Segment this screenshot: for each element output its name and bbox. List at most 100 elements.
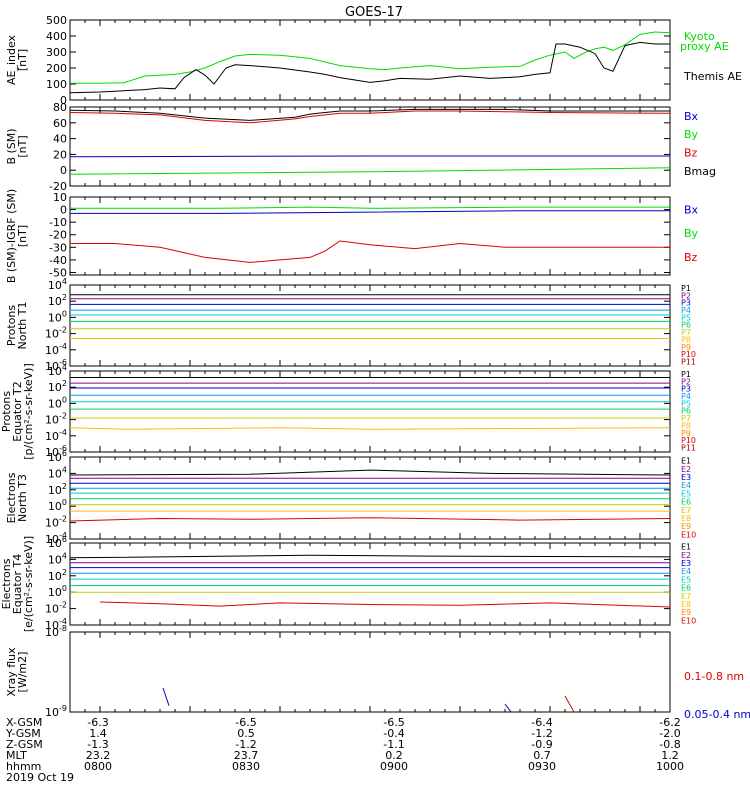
y-tick-label: 106 [48,535,67,550]
y-tick-label: 500 [46,14,67,27]
legend-label: P2 [681,377,691,386]
legend-label: E6 [681,498,691,507]
legend-label: E9 [681,522,691,531]
footer-value: 1.2 [661,749,679,762]
legend-label: P11 [681,444,696,453]
y-tick-label: 10-9 [45,704,67,719]
y-tick-label: 0 [60,164,67,177]
series-line-bmag [69,108,670,121]
y-axis-label: Xray flux [5,647,18,697]
legend-label: P10 [681,436,696,445]
legend-label: By [684,128,699,141]
footer-value: -0.4 [383,727,404,740]
legend-label: P4 [681,306,691,315]
y-tick-label: 10-6 [45,358,67,373]
legend-label: E2 [681,551,691,560]
panel-2: -20 0 20 40 60 80 B (SM)[nT] Bx By Bz Bmag [5,101,716,193]
footer-value: 0830 [232,760,260,773]
y-axis-label: Equator T2 [11,381,24,441]
footer-value: 0800 [84,760,112,773]
legend-label: proxy AE [680,40,729,53]
legend-label: E3 [681,473,691,482]
legend-label: P6 [681,407,691,416]
y-tick-label: 102 [48,293,67,308]
y-axis-label: Protons [0,391,13,432]
series-line-e1 [69,554,671,559]
legend-label: E7 [681,592,691,601]
footer-value: 1000 [656,760,684,773]
legend-label: P3 [681,299,691,308]
legend-label: P7 [681,414,691,423]
footer-row-label: hhmm [6,760,41,773]
y-tick-label: 104 [48,465,67,480]
series-line-e1 [69,469,671,476]
y-tick-label: 102 [48,482,67,497]
y-tick-label: 10 [53,191,67,204]
footer-value: 23.2 [86,749,111,762]
y-tick-label: 0 [60,94,67,107]
legend-label: 0.1-0.8 nm [684,670,744,683]
legend-label: P1 [681,284,691,293]
series-line-0-05-0-4-nm [504,703,512,713]
y-tick-label: -40 [49,254,67,267]
y-tick-label: 102 [48,379,67,394]
panel-frame [69,456,671,540]
legend-label: E5 [681,489,691,498]
footer-value: -6.3 [87,716,108,729]
footer-value: -0.8 [659,738,680,751]
y-axis-label: North T3 [16,474,29,522]
legend-label: E7 [681,506,691,515]
legend-label: Kyoto [684,30,715,43]
legend-label: E8 [681,514,691,523]
y-axis-label: Electrons [5,472,18,523]
panel-8: 10-9 10-8 Xray flux[W/m2] 0.1-0.8 nm 0.05-0.… [5,624,750,721]
footer-row-label: Y-GSM [5,727,41,740]
y-axis-label: [nT] [16,49,29,71]
panel-frame [69,631,671,713]
y-axis-label: [nT] [16,135,29,157]
footer-value: 1.4 [89,727,107,740]
series-line-bx [70,210,670,214]
legend-label: Bz [684,251,698,264]
footer-value: -6.2 [659,716,680,729]
y-tick-label: 100 [48,498,67,513]
legend-label: Bx [684,110,699,123]
legend-label: P10 [681,350,696,359]
y-axis-label: North T1 [16,302,29,350]
y-tick-label: 10-4 [45,531,67,546]
legend-label: P11 [681,358,696,367]
legend-label: E8 [681,600,691,609]
y-tick-label: 10-4 [45,342,67,357]
footer-value: -6.5 [383,716,404,729]
plot-title: GOES-17 [345,5,403,20]
series-line-kyoto-proxy-ae [70,31,671,84]
y-tick-label: -30 [49,241,67,254]
y-tick-label: 20 [53,148,67,161]
legend-label: By [684,227,699,240]
legend-label: E2 [681,465,691,474]
footer-value: -1.2 [235,738,256,751]
y-tick-label: -20 [49,229,67,242]
legend-label: P5 [681,313,691,322]
y-axis-label: Protons [5,305,18,346]
y-tick-label: 104 [48,363,67,378]
y-tick-label: -20 [49,180,67,193]
series-line-0-1-0-8-nm [564,695,575,713]
y-tick-label: 10-2 [45,601,67,616]
y-tick-label: 104 [48,551,67,566]
legend-label: P5 [681,399,691,408]
legend-label: Bmag [684,165,716,178]
footer-value: 0.5 [237,727,255,740]
legend-label: P8 [681,335,691,344]
footer-value: -1.2 [531,727,552,740]
series-line-themis-ae [69,41,670,94]
footer-value: -1.1 [383,738,404,751]
footer-value: 0.7 [533,749,551,762]
y-tick-label: 10-2 [45,515,67,530]
